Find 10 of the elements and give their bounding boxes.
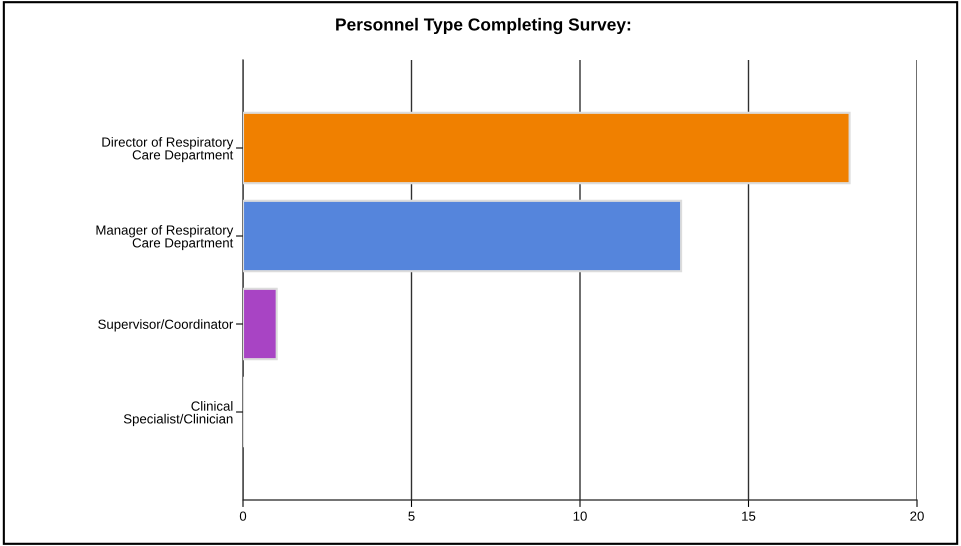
x-tick-label: 0 [240, 511, 246, 521]
chart-title: Personnel Type Completing Survey: [336, 18, 630, 34]
x-tick-label: 10 [574, 511, 587, 521]
x-tick-label: 5 [408, 512, 415, 521]
x-tick-label: 15 [742, 512, 756, 521]
x-tick-label: 20 [910, 511, 924, 521]
y-tick-label: Manager of Respiratory Care Department [96, 225, 234, 250]
y-tick-label: Supervisor/Coordinator [98, 319, 234, 332]
y-tick-label: Clinical Specialist/Clinician [124, 401, 232, 426]
y-tick-label: Director of Respiratory Care Department [102, 137, 234, 162]
